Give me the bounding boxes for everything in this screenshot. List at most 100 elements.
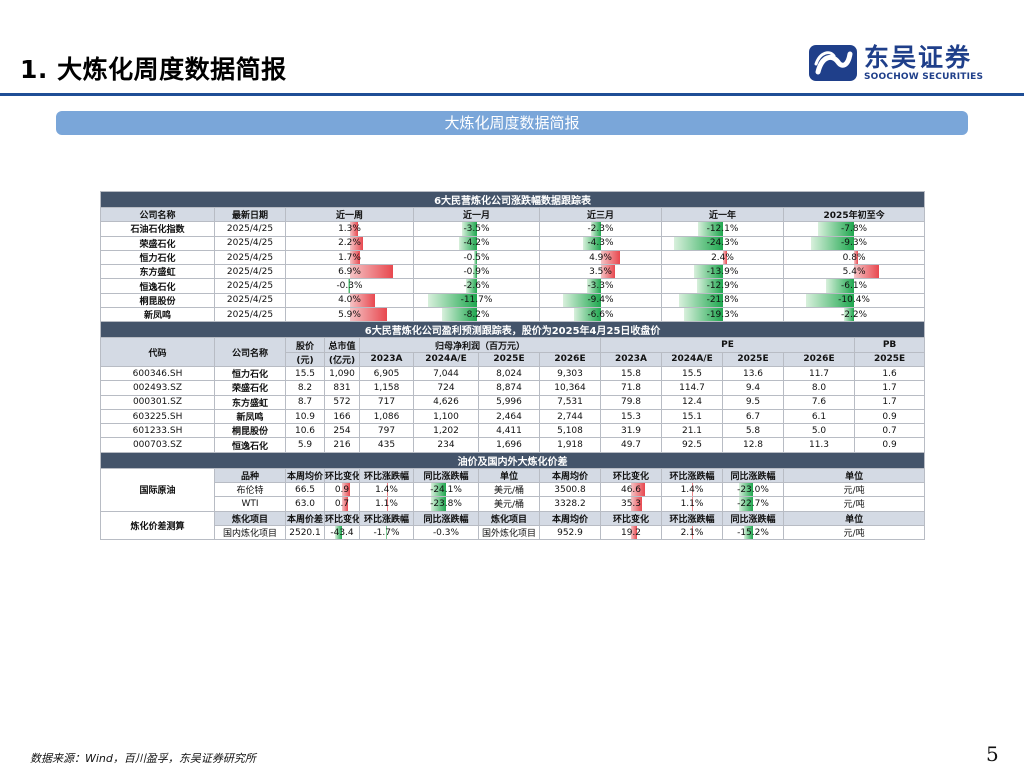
cell-value: 炼化项目 [490, 514, 527, 525]
cell-value: 31.9 [620, 425, 642, 436]
negative-bar [459, 237, 477, 250]
wow-pct-cny: 1.1% [661, 496, 723, 512]
cell-value: 000301.SZ [132, 397, 183, 408]
weekly-price-cny: 3328.2 [539, 496, 601, 512]
cell-value: 3500.8 [554, 484, 586, 495]
wow-pct: -1.7% [359, 524, 414, 541]
metric-cell: 5.9 [285, 437, 325, 453]
cell-value: 美元/桶 [493, 486, 525, 497]
cell-value: 公司名称 [231, 348, 268, 359]
cell-value: 5.9 [297, 440, 313, 451]
stock-code: 603225.SH [100, 408, 215, 425]
positive-bar [692, 526, 694, 539]
cell-value: 公司名称 [139, 211, 176, 222]
cell-value: 19.2 [620, 527, 642, 538]
negative-bar [698, 222, 723, 236]
pct-change-cell: -3.3% [539, 278, 662, 294]
positive-bar [722, 251, 728, 264]
year-header: 2023A [600, 351, 662, 367]
weekly-price: 66.5 [285, 482, 325, 498]
cell-value: -0.3% [336, 281, 363, 292]
table1-title-row: 6大民营炼化公司涨跌幅数据跟踪表 [99, 191, 926, 208]
cell-value: 环比涨跌幅 [669, 471, 715, 482]
negative-bar [805, 294, 855, 307]
cell-value: 代码 [148, 348, 167, 359]
crude-label: 国际原油 [100, 467, 215, 512]
cell-value: 0.7 [334, 498, 350, 509]
cell-value: 0.9 [882, 411, 897, 422]
year-header: 2024A/E [413, 351, 479, 367]
cell-value: PB [882, 340, 897, 351]
negative-bar [683, 308, 723, 321]
data-table-wrapper: 6大民营炼化公司涨跌幅数据跟踪表 公司名称 最新日期 近一周 近一月 近三月 近一年 2025… [99, 191, 926, 541]
cell-value: 近一周 [335, 211, 363, 222]
domestic-project: 国内炼化项目 [214, 524, 286, 541]
metric-cell: 166 [324, 408, 360, 425]
unit-cny: 元/吨 [782, 482, 926, 498]
cell-value: (元) [296, 355, 314, 366]
pct-change-cell: 6.9% [285, 264, 414, 280]
cell-value: 724 [437, 382, 455, 393]
metric-cell: 1,696 [478, 437, 540, 453]
pct-change-cell: -2.3% [539, 221, 662, 237]
cell-value: 12.8 [742, 440, 764, 451]
table1-header: 近一周 [285, 206, 414, 223]
table2-title: 6大民营炼化公司盈利预测跟踪表，股价为2025年4月25日收盘价 [99, 321, 926, 339]
cell-value: 15.8 [620, 368, 642, 379]
negative-bar [739, 483, 753, 496]
metric-cell: 8.7 [285, 394, 325, 410]
cell-value: 新凤鸣 [143, 311, 171, 322]
positive-bar [600, 251, 621, 264]
cell-value: 79.8 [620, 397, 642, 408]
cell-value: -1.7% [373, 527, 400, 538]
cell-value: 7.6 [811, 397, 827, 408]
unit: 元/吨 [782, 524, 926, 541]
pct-change-cell: -10.4% [782, 292, 926, 309]
pct-change-cell: -13.9% [661, 264, 784, 280]
cell-value: 71.8 [620, 382, 642, 393]
cell-value: 4.9% [589, 252, 612, 263]
crude-header: 环比变化 [600, 467, 662, 484]
negative-bar [673, 237, 723, 250]
pct-change-cell: 3.5% [539, 264, 662, 280]
yoy-pct: -23.8% [413, 496, 479, 512]
pct-change-cell: -21.8% [661, 292, 784, 309]
unit: 美元/桶 [478, 496, 540, 512]
pct-change-cell: -4.3% [539, 235, 662, 251]
positive-bar [631, 483, 645, 496]
cell-value: 恒逸石化 [139, 282, 176, 293]
metric-cell: 0.9 [853, 437, 926, 453]
metric-cell: 5.8 [722, 423, 784, 439]
cell-value: 桐昆股份 [139, 296, 176, 307]
profit-header: 归母净利润（百万元） [359, 337, 601, 353]
cell-value: 油价及国内外大炼化价差 [457, 456, 568, 468]
negative-bar [334, 526, 342, 539]
crude-name: 布伦特 [214, 482, 286, 498]
table1-header: 2025年初至今 [782, 206, 926, 223]
cell-value: -6.1% [841, 281, 868, 292]
negative-bar [385, 526, 387, 539]
cell-value: 本周价差 [286, 514, 323, 525]
metric-cell: 1,202 [413, 423, 479, 439]
cell-value: -10.4% [838, 295, 870, 306]
cell-value: 品种 [240, 471, 259, 482]
metric-cell: 1,918 [539, 437, 601, 453]
crude-header: 品种 [214, 467, 286, 484]
cap-header: 总市值 [324, 337, 360, 353]
cell-value: 9.4 [745, 382, 761, 393]
metric-cell: 6.1 [783, 408, 855, 425]
wow-pct: 1.1% [359, 496, 414, 512]
cell-value: 8.0 [811, 382, 827, 393]
source-footnote: 数据来源：Wind，百川盈孚，东吴证券研究所 [30, 752, 256, 765]
cell-value: 2025/4/25 [226, 266, 274, 277]
pct-change-cell: -0.9% [413, 264, 540, 280]
negative-bar [694, 265, 723, 278]
latest-date: 2025/4/25 [214, 264, 286, 280]
cell-value: 3.5% [589, 266, 612, 277]
positive-bar [386, 497, 388, 511]
cell-value: 1.7 [882, 382, 897, 393]
metric-cell: 71.8 [600, 380, 662, 396]
cell-value: 216 [333, 440, 351, 451]
cell-value: 1.4% [375, 484, 398, 495]
cell-value: -22.7% [737, 498, 769, 509]
